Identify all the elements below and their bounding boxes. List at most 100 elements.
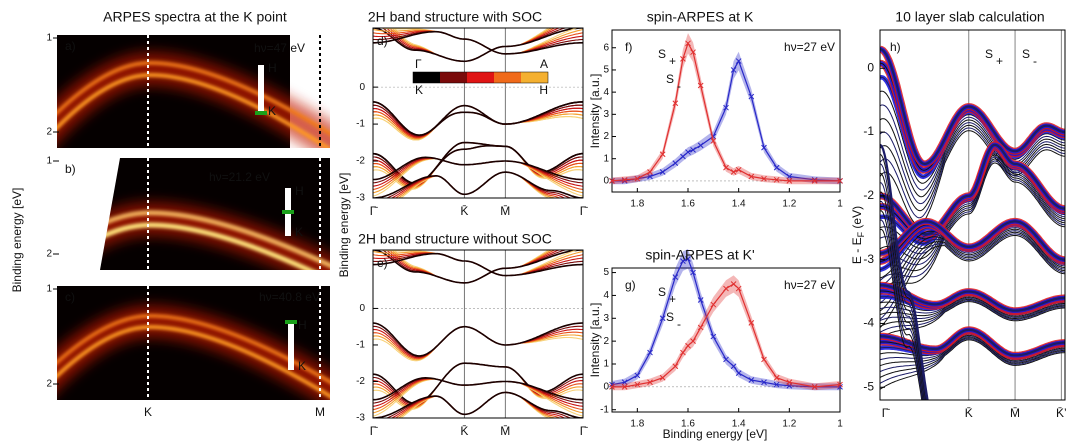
slab-band xyxy=(880,339,1065,390)
data-point xyxy=(811,178,818,184)
data-point xyxy=(735,58,742,64)
y-tick-label: 1 xyxy=(603,153,609,164)
legend-sub: + xyxy=(669,292,676,306)
slab-band xyxy=(880,328,1065,357)
slab-band xyxy=(880,338,1065,384)
data-point xyxy=(680,349,686,356)
arpes-image xyxy=(57,286,330,400)
data-point xyxy=(659,315,666,322)
spin-label: S xyxy=(985,47,993,61)
y-tick-label: 2 xyxy=(46,379,52,390)
slab-band xyxy=(880,160,1065,282)
data-point xyxy=(647,169,653,175)
y-tick-label: -1 xyxy=(863,124,874,138)
x-axis-label: Binding energy [eV] xyxy=(663,427,768,441)
data-point xyxy=(730,363,737,370)
band xyxy=(373,376,583,401)
data-point xyxy=(710,333,717,340)
x-label: Γ̄ xyxy=(370,424,379,438)
x-label: K̄ xyxy=(460,204,468,218)
data-point xyxy=(786,178,793,184)
data-point xyxy=(773,374,780,381)
panel-title: 10 layer slab calculation xyxy=(895,9,1044,25)
color-bar xyxy=(412,71,549,84)
data-point xyxy=(609,178,615,184)
data-point xyxy=(723,104,729,111)
plot-frame xyxy=(611,29,841,193)
data-point xyxy=(647,349,653,356)
band xyxy=(373,28,583,63)
y-tick-label: 2 xyxy=(46,249,52,260)
data-point xyxy=(773,164,780,171)
slab-band xyxy=(880,143,929,400)
band xyxy=(373,252,583,277)
panel-title: 2H band structure without SOC xyxy=(358,231,552,247)
data-point xyxy=(685,256,691,262)
annotation: hν=27 eV xyxy=(784,40,835,54)
band-core xyxy=(57,324,330,399)
slab-band xyxy=(880,228,923,400)
data-point xyxy=(735,166,742,173)
slab-band xyxy=(880,220,1065,261)
y-axis-label: E - EF (eV) xyxy=(850,206,866,264)
panel-label: b) xyxy=(65,162,76,176)
x-label: M̄ xyxy=(500,204,510,218)
data-point xyxy=(697,297,704,303)
slab-band xyxy=(880,337,1065,378)
data-point xyxy=(647,379,653,386)
data-point xyxy=(685,149,691,155)
x-label: K̄ xyxy=(460,424,468,438)
x-label: Γ̄ xyxy=(882,406,891,420)
slab-band xyxy=(880,201,925,400)
legend-label: S xyxy=(658,285,666,299)
data-point xyxy=(621,176,628,183)
slab-band xyxy=(880,48,1065,166)
legend-sub: - xyxy=(677,317,681,331)
image-edge xyxy=(57,158,120,270)
data-point xyxy=(634,381,641,388)
arpes-image xyxy=(57,158,330,270)
spectrum-line xyxy=(612,283,841,388)
band xyxy=(373,322,583,357)
x-label: K̄’ xyxy=(1056,406,1067,420)
plot-frame xyxy=(879,29,1066,401)
data-point xyxy=(748,93,755,100)
slab-band xyxy=(880,154,1065,260)
y-tick-label: -1 xyxy=(356,340,365,351)
panel-label: e) xyxy=(377,256,388,270)
data-point xyxy=(811,384,818,390)
band xyxy=(373,111,583,140)
slab-band xyxy=(880,118,1065,198)
data-point xyxy=(761,175,767,182)
slab-band xyxy=(880,130,1065,226)
y-tick-label: 2 xyxy=(603,131,609,142)
data-point xyxy=(710,138,717,144)
marker-label: K xyxy=(268,104,276,118)
y-tick-label: 3 xyxy=(603,109,609,120)
y-tick-label: -1 xyxy=(356,119,365,130)
y-tick-label: 2 xyxy=(603,336,609,347)
band-lines xyxy=(373,28,583,198)
data-point xyxy=(761,356,767,363)
band xyxy=(373,171,583,198)
data-point xyxy=(609,381,615,388)
data-point xyxy=(735,370,742,376)
data-point xyxy=(690,146,696,153)
data-point xyxy=(837,178,843,184)
y-tick-label: 5 xyxy=(603,65,609,76)
data-point xyxy=(710,301,717,308)
y-tick-label: -2 xyxy=(863,188,874,202)
slab-band xyxy=(880,335,1065,373)
legend-sub: - xyxy=(677,79,681,93)
x-tick-label: 1.4 xyxy=(732,199,746,210)
panel-title: 2H band structure with SOC xyxy=(368,9,542,25)
y-tick-label: -3 xyxy=(863,252,874,266)
data-point xyxy=(723,356,729,363)
x-tick-label: 1.2 xyxy=(782,419,796,430)
panel-label: h) xyxy=(890,40,901,54)
y-tick-label: -3 xyxy=(356,193,365,204)
slab-bands xyxy=(880,30,1065,400)
spectrum-line xyxy=(612,59,841,182)
spin-label: S xyxy=(1022,47,1030,61)
